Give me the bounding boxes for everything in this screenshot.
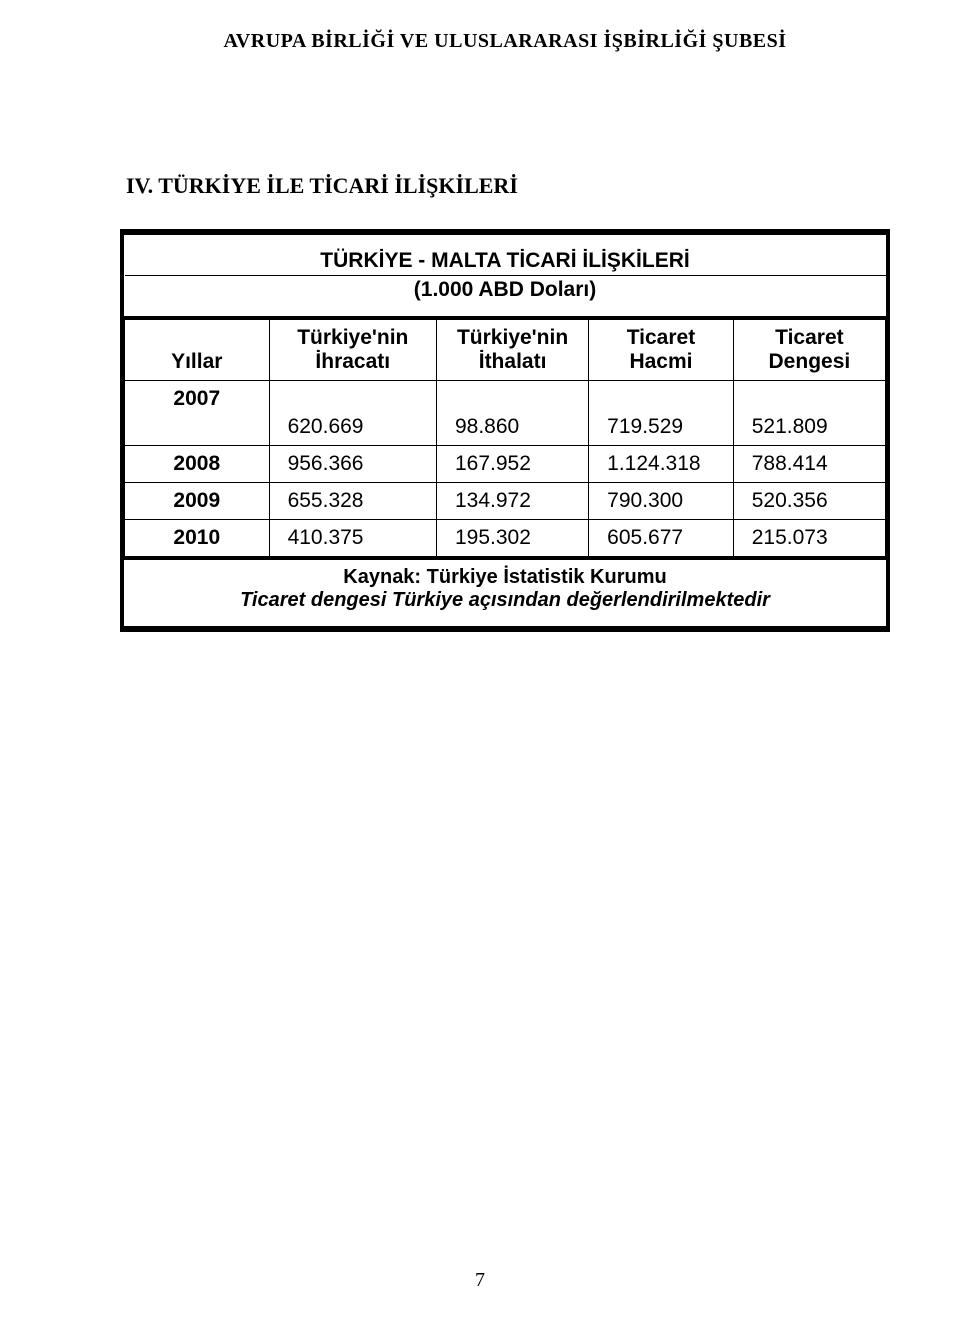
year-cell: 2007 (125, 381, 270, 446)
balance-cell: 520.356 (733, 483, 885, 520)
col-import-l1: Türkiye'nin (457, 326, 568, 349)
export-cell: 410.375 (269, 520, 436, 559)
export-cell: 956.366 (269, 446, 436, 483)
year-cell: 2008 (125, 446, 270, 483)
table-subtitle-row: (1.000 ABD Doları) (125, 276, 886, 319)
table-source: Kaynak: Türkiye İstatistik Kurumu (135, 566, 876, 589)
table-subtitle: (1.000 ABD Doları) (125, 276, 886, 319)
table-footer: Kaynak: Türkiye İstatistik Kurumu Ticare… (125, 558, 886, 626)
col-import-header: Türkiye'nin İthalatı (436, 318, 588, 381)
col-export-header: Türkiye'nin İhracatı (269, 318, 436, 381)
col-balance-l1: Ticaret (775, 326, 844, 349)
year-cell: 2009 (125, 483, 270, 520)
col-year-label: Yıllar (171, 350, 222, 373)
volume-cell: 719.529 (589, 381, 734, 446)
table-title: TÜRKİYE - MALTA TİCARİ İLİŞKİLERİ (125, 235, 886, 276)
trade-table: TÜRKİYE - MALTA TİCARİ İLİŞKİLERİ (1.000… (124, 235, 886, 626)
section-heading: IV. TÜRKİYE İLE TİCARİ İLİŞKİLERİ (126, 173, 890, 199)
col-volume-l1: Ticaret (627, 326, 696, 349)
import-cell: 195.302 (436, 520, 588, 559)
table-title-row: TÜRKİYE - MALTA TİCARİ İLİŞKİLERİ (125, 235, 886, 276)
import-cell: 98.860 (436, 381, 588, 446)
col-balance-l2: Dengesi (769, 350, 851, 373)
table-header-row: Yıllar Türkiye'nin İhracatı Türkiye'nin … (125, 318, 886, 381)
year-cell: 2010 (125, 520, 270, 559)
page-number: 7 (0, 1269, 960, 1292)
page: AVRUPA BİRLİĞİ VE ULUSLARARASI İŞBİRLİĞİ… (0, 0, 960, 1328)
export-cell: 655.328 (269, 483, 436, 520)
balance-cell: 521.809 (733, 381, 885, 446)
table-row: 2010 410.375 195.302 605.677 215.073 (125, 520, 886, 559)
balance-cell: 788.414 (733, 446, 885, 483)
col-balance-header: Ticaret Dengesi (733, 318, 885, 381)
import-cell: 134.972 (436, 483, 588, 520)
col-volume-header: Ticaret Hacmi (589, 318, 734, 381)
col-import-l2: İthalatı (479, 350, 547, 373)
export-cell: 620.669 (269, 381, 436, 446)
volume-cell: 790.300 (589, 483, 734, 520)
import-cell: 167.952 (436, 446, 588, 483)
volume-cell: 605.677 (589, 520, 734, 559)
running-header: AVRUPA BİRLİĞİ VE ULUSLARARASI İŞBİRLİĞİ… (120, 30, 890, 53)
col-volume-l2: Hacmi (629, 350, 692, 373)
col-export-l1: Türkiye'nin (297, 326, 408, 349)
col-year-header: Yıllar (125, 318, 270, 381)
trade-table-container: TÜRKİYE - MALTA TİCARİ İLİŞKİLERİ (1.000… (120, 229, 890, 632)
col-export-l2: İhracatı (315, 350, 390, 373)
balance-cell: 215.073 (733, 520, 885, 559)
table-row: 2009 655.328 134.972 790.300 520.356 (125, 483, 886, 520)
table-footer-row: Kaynak: Türkiye İstatistik Kurumu Ticare… (125, 558, 886, 626)
table-row: 2008 956.366 167.952 1.124.318 788.414 (125, 446, 886, 483)
table-row: 2007 620.669 98.860 719.529 521.809 (125, 381, 886, 446)
volume-cell: 1.124.318 (589, 446, 734, 483)
table-note: Ticaret dengesi Türkiye açısından değerl… (135, 589, 876, 612)
